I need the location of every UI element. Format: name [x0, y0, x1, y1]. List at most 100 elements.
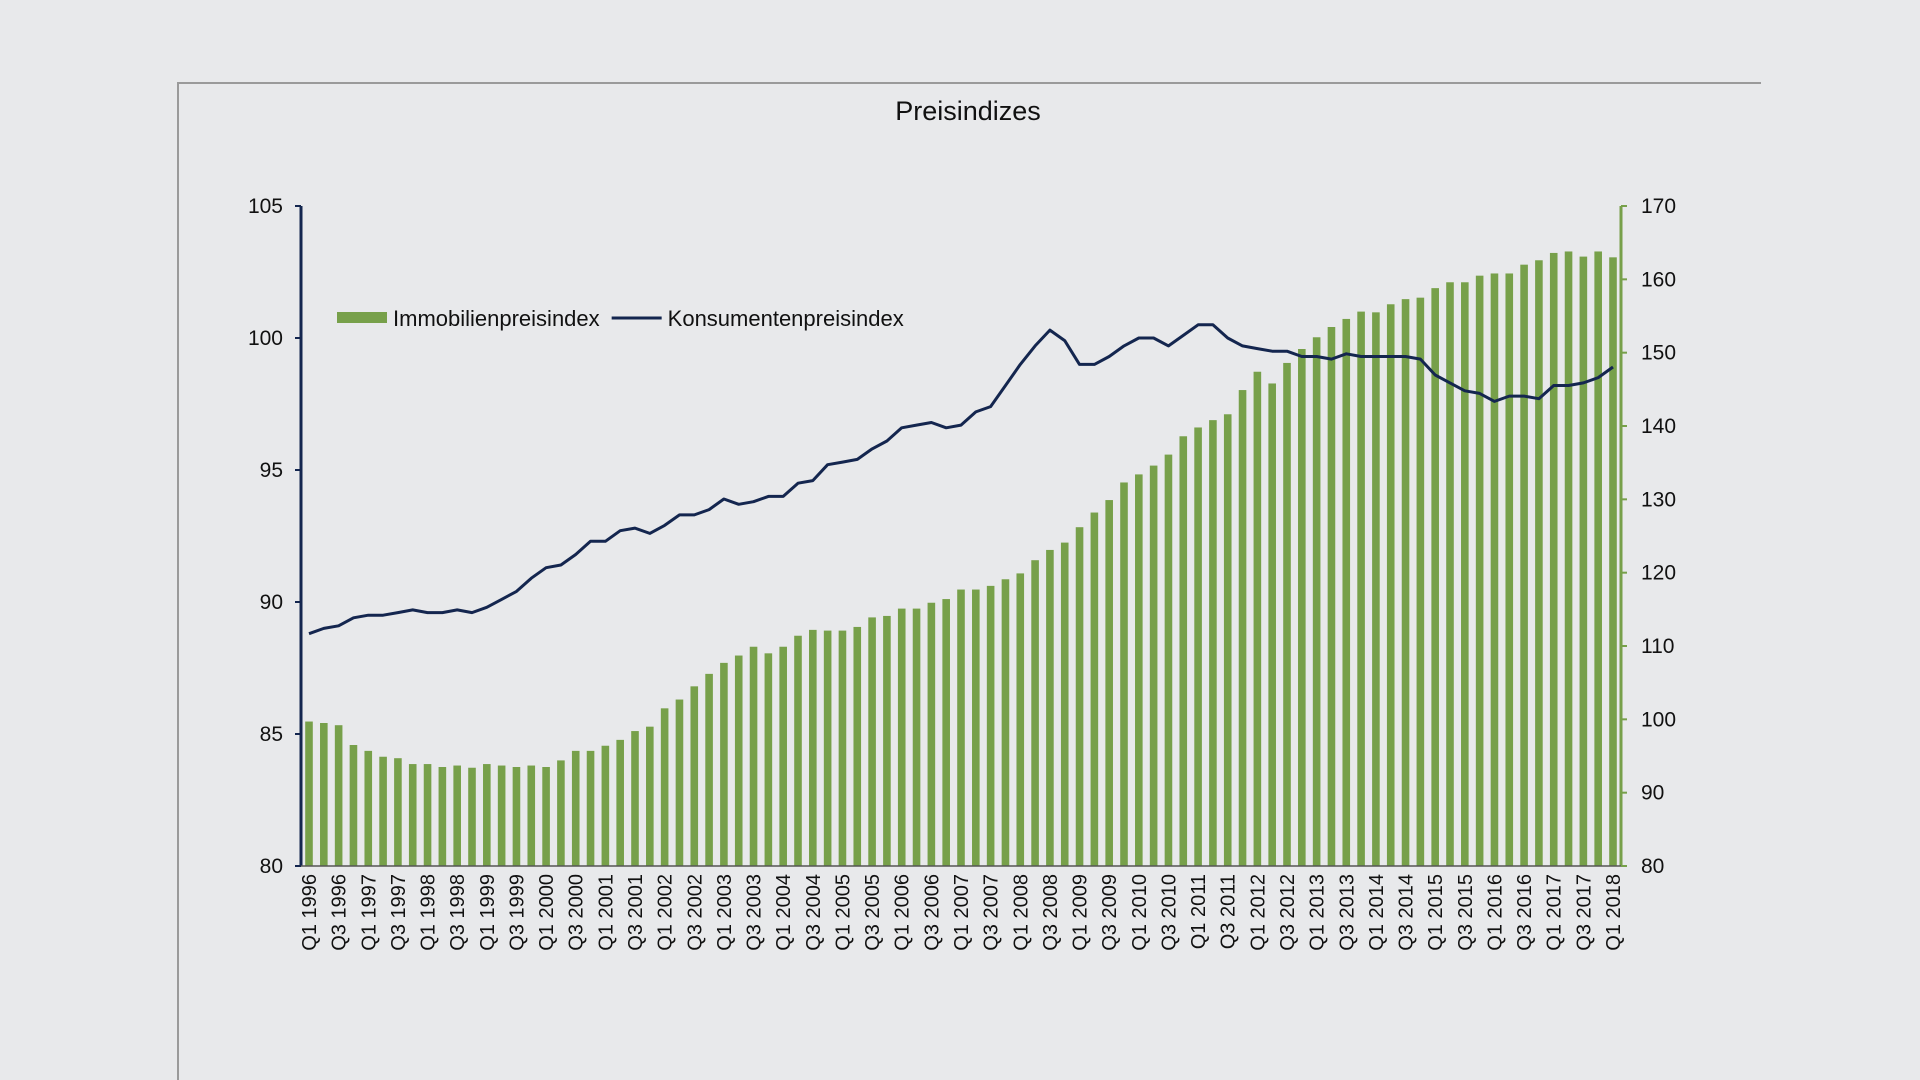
x-tick-label: Q1 2009	[1070, 874, 1092, 951]
x-tick-label: Q1 2011	[1188, 874, 1210, 949]
bar	[468, 767, 476, 866]
x-tick-label: Q1 2006	[892, 874, 914, 951]
bar	[1327, 327, 1336, 866]
x-tick-label: Q3 2005	[862, 874, 884, 951]
panel-border	[177, 82, 1761, 1080]
bar	[1253, 371, 1262, 866]
bar	[423, 764, 432, 866]
bar	[823, 630, 832, 866]
bar	[379, 756, 387, 866]
bar	[986, 585, 995, 866]
bar	[1431, 288, 1439, 867]
bar	[1520, 264, 1528, 867]
bar	[616, 739, 624, 866]
bar	[1535, 260, 1543, 866]
bar	[1090, 512, 1099, 866]
y-tick-label: 80	[260, 855, 283, 878]
x-tick-label: Q1 2008	[1010, 874, 1032, 951]
bar	[809, 629, 817, 866]
bar	[690, 686, 699, 866]
bar	[1446, 282, 1454, 866]
bar	[853, 626, 862, 866]
bar	[1001, 579, 1010, 866]
bar	[1594, 251, 1602, 866]
y-tick-label: 95	[260, 459, 283, 482]
legend-label: Konsumentenpreisindex	[668, 306, 904, 331]
bar	[660, 708, 669, 866]
bar	[542, 767, 550, 866]
bar	[646, 726, 654, 866]
bar	[1105, 500, 1113, 866]
x-tick-label: Q3 1998	[447, 874, 469, 951]
bar	[1549, 252, 1558, 866]
bar	[497, 765, 506, 866]
bar	[1386, 304, 1395, 866]
bar	[1298, 349, 1306, 866]
bar	[571, 750, 580, 866]
bar	[1579, 256, 1588, 867]
x-tick-label: Q1 1997	[358, 874, 380, 951]
bar	[1031, 560, 1039, 866]
x-tick-label: Q1 1998	[418, 874, 440, 951]
bar	[320, 723, 328, 866]
y2-tick-label: 80	[1641, 855, 1664, 878]
y2-tick-label: 160	[1641, 268, 1676, 291]
x-tick-label: Q1 2014	[1366, 874, 1388, 951]
x-tick-label: Q3 2000	[566, 874, 588, 951]
bar	[1357, 311, 1365, 867]
bar	[1342, 318, 1351, 866]
bar	[1179, 436, 1188, 866]
x-tick-label: Q3 2006	[921, 874, 943, 951]
bar	[1046, 549, 1054, 866]
bar	[720, 662, 728, 866]
x-tick-label: Q3 1997	[388, 874, 410, 951]
y2-tick-label: 110	[1641, 635, 1674, 658]
chart-title: Preisindizes	[895, 96, 1041, 126]
bar	[764, 653, 773, 866]
bar	[1475, 275, 1484, 867]
legend-swatch	[337, 312, 387, 323]
bar	[1372, 312, 1380, 866]
bar	[1238, 390, 1247, 866]
y-tick-label: 90	[260, 591, 283, 614]
bar	[868, 617, 876, 866]
bar	[734, 655, 743, 866]
bar	[1490, 273, 1499, 866]
bar	[749, 646, 758, 866]
x-tick-label: Q3 2013	[1336, 874, 1358, 951]
x-tick-label: Q3 2003	[744, 874, 766, 951]
bar	[1505, 273, 1514, 866]
bar	[1164, 454, 1173, 866]
bar	[1060, 542, 1069, 866]
bar	[1312, 337, 1321, 866]
x-tick-label: Q1 2005	[832, 874, 854, 951]
x-tick-label: Q1 2017	[1544, 874, 1566, 951]
bar	[1194, 427, 1202, 866]
x-tick-label: Q3 2008	[1040, 874, 1062, 951]
x-tick-label: Q1 2012	[1247, 874, 1269, 951]
x-tick-label: Q1 2016	[1484, 874, 1506, 951]
bar	[364, 750, 373, 866]
x-tick-label: Q3 2001	[625, 874, 647, 951]
bar	[631, 731, 639, 866]
x-tick-label: Q1 2001	[595, 874, 617, 951]
x-tick-label: Q3 2007	[981, 874, 1003, 951]
x-tick-label: Q1 2010	[1129, 874, 1151, 951]
bar	[1135, 474, 1143, 866]
y2-tick-label: 90	[1641, 782, 1664, 805]
bar	[705, 673, 713, 866]
bar	[779, 646, 787, 866]
bar	[1075, 527, 1084, 866]
x-tick-label: Q3 2011	[1218, 874, 1240, 949]
bar	[675, 699, 684, 866]
bar	[1209, 420, 1217, 866]
y-tick-label: 105	[248, 195, 283, 218]
y2-tick-label: 120	[1641, 562, 1676, 585]
x-tick-label: Q1 2000	[536, 874, 558, 951]
y-tick-label: 85	[260, 723, 283, 746]
x-tick-label: Q1 1999	[477, 874, 499, 951]
bar	[1401, 299, 1410, 867]
bar	[957, 589, 965, 866]
bar	[883, 615, 891, 866]
x-tick-label: Q1 2002	[655, 874, 677, 951]
